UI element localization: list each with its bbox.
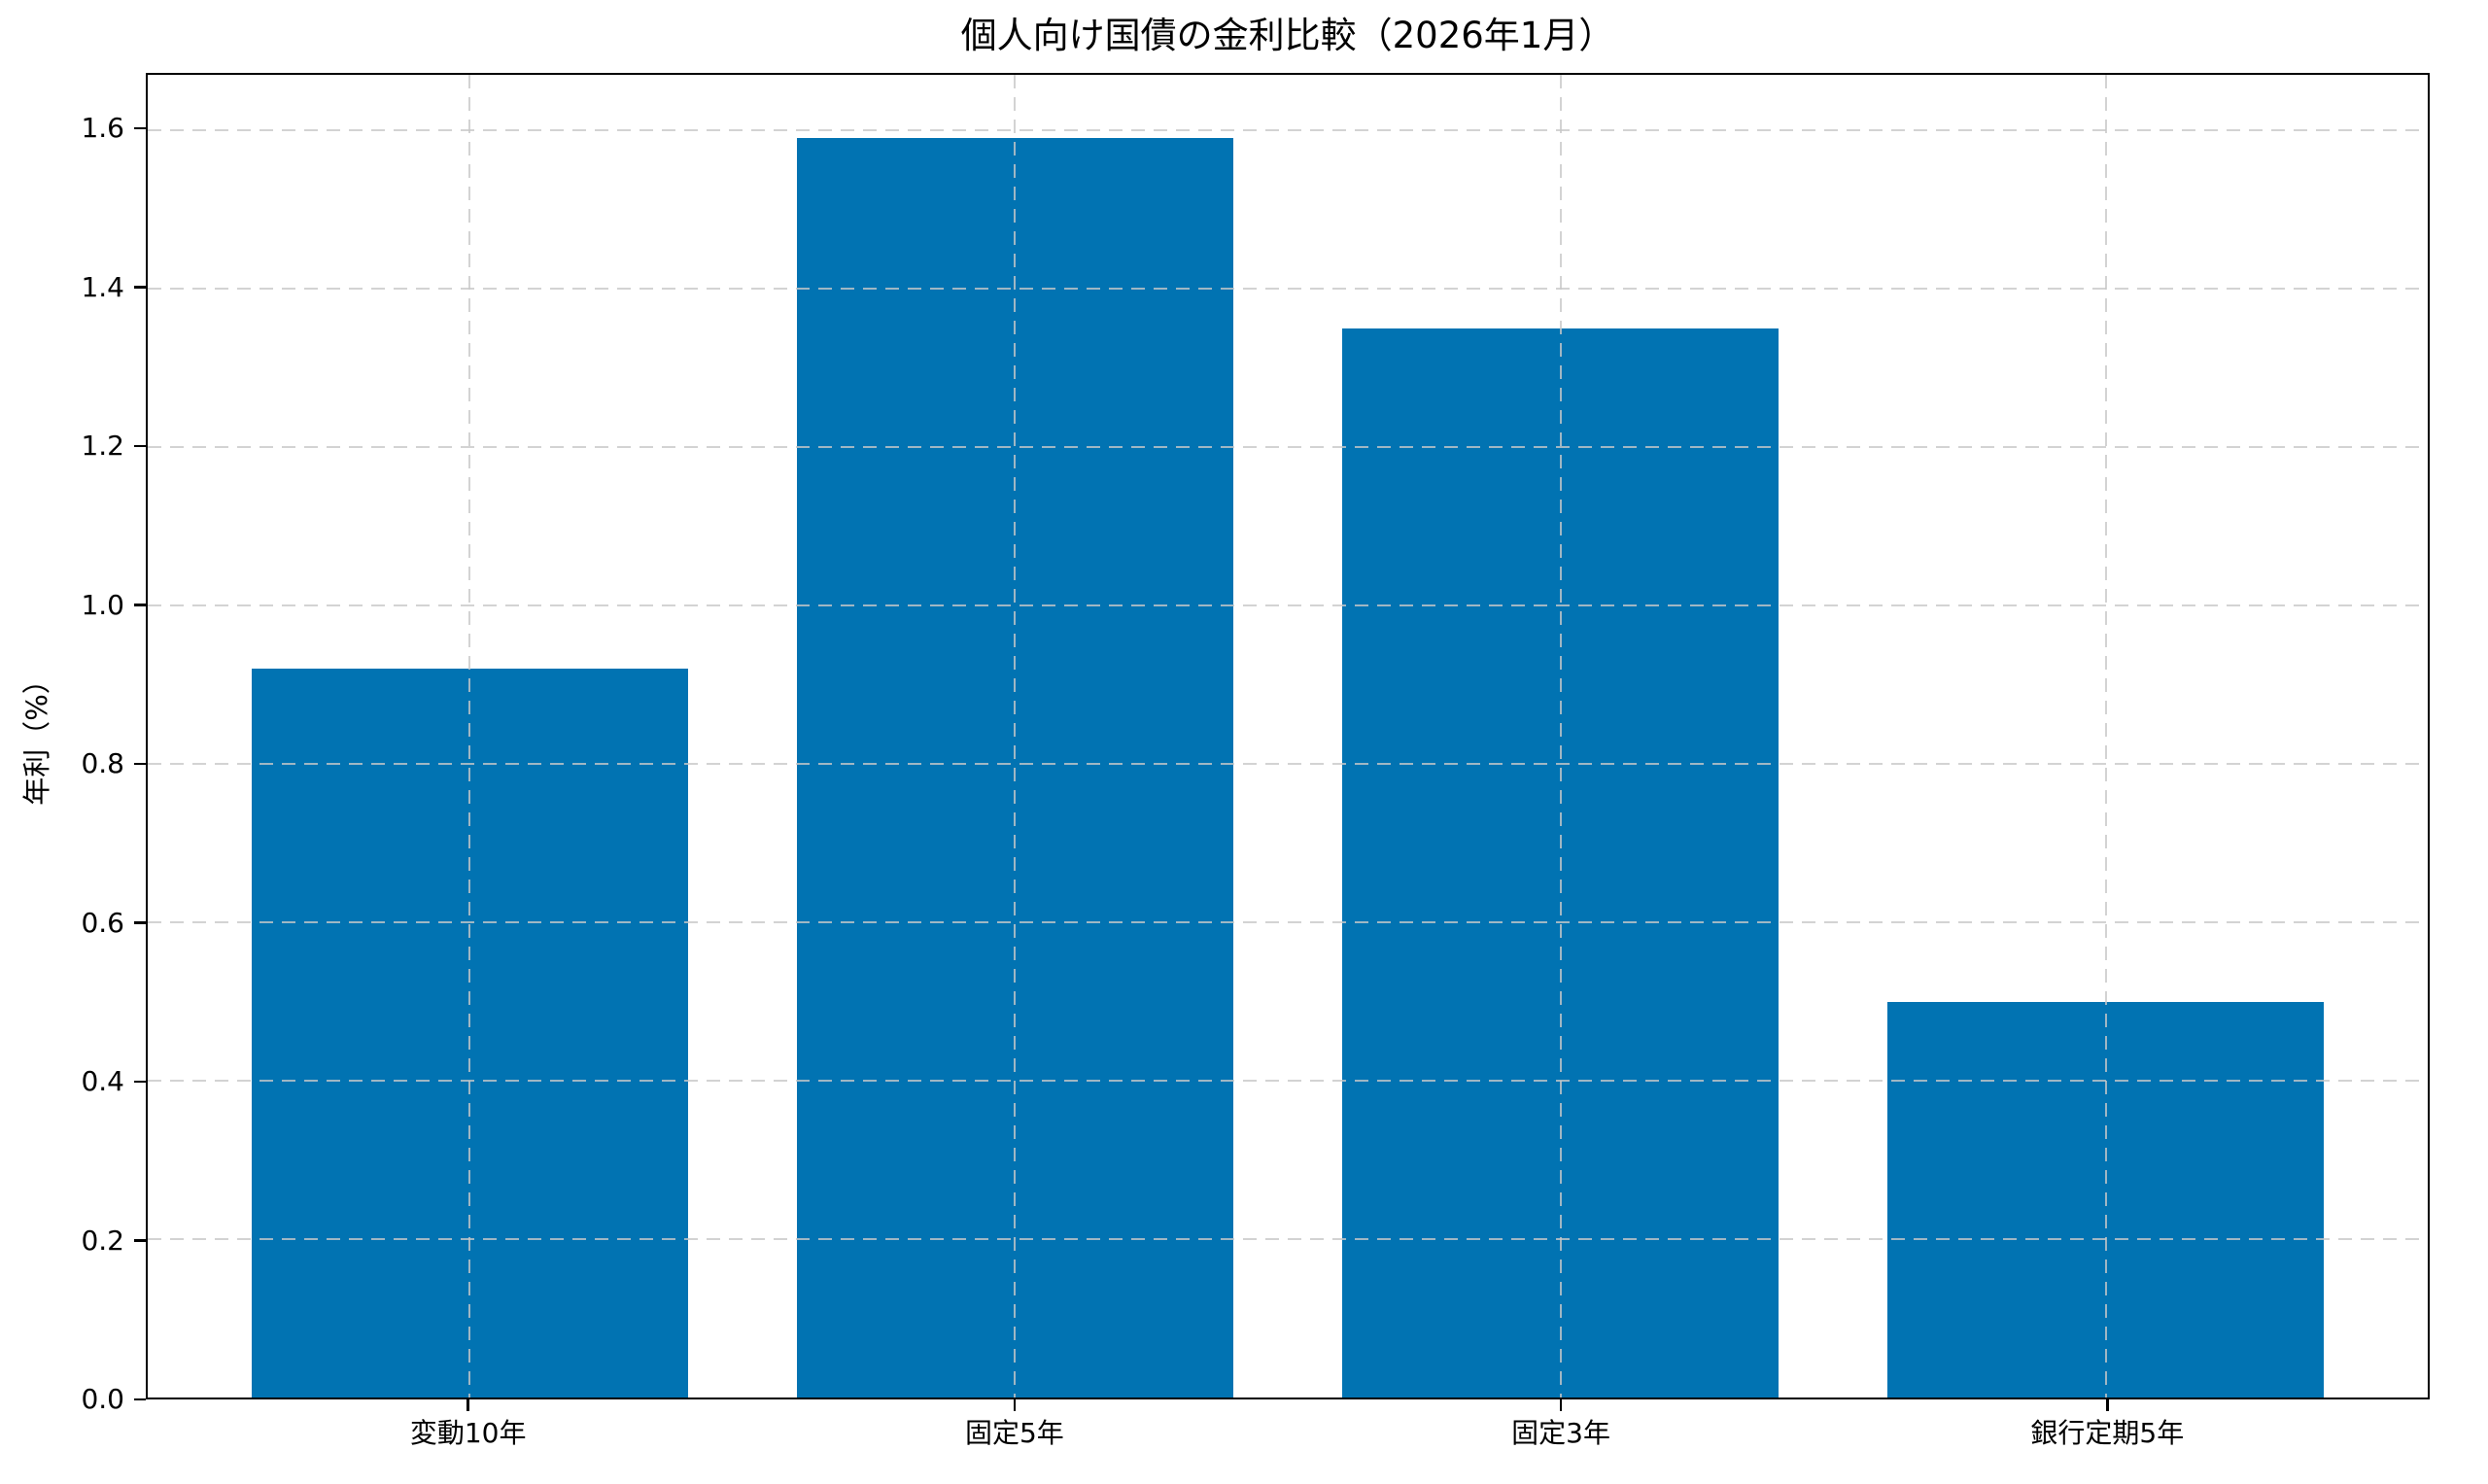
y-tick-label: 0.8 [81,747,124,780]
x-tick-mark [2106,1399,2109,1411]
x-tick-label: 銀行定期5年 [2030,1417,2185,1449]
y-tick-mark [134,126,146,130]
y-tick-label: 1.2 [81,430,124,463]
y-tick-mark [134,762,146,766]
y-gridline [148,1237,2428,1241]
plot-area [146,73,2430,1399]
y-tick-label: 0.4 [81,1065,124,1098]
y-gridline [148,445,2428,449]
y-tick-label: 0.0 [81,1383,124,1415]
y-gridline [148,604,2428,607]
y-tick-label: 0.2 [81,1224,124,1257]
y-tick-mark [134,1398,146,1401]
x-tick-mark [1013,1399,1017,1411]
y-tick-label: 1.4 [81,270,124,303]
y-tick-mark [134,1239,146,1242]
y-gridline [148,1079,2428,1083]
y-gridline [148,762,2428,766]
x-tick-label: 変動10年 [409,1417,527,1449]
y-tick-mark [134,921,146,924]
chart-title: 個人向け国債の金利比較（2026年1月） [960,15,1615,56]
x-gridline [1559,75,1562,1398]
y-tick-mark [134,1080,146,1084]
y-tick-mark [134,286,146,289]
x-tick-label: 固定3年 [1511,1417,1611,1449]
y-tick-label: 1.6 [81,112,124,145]
y-tick-mark [134,444,146,448]
y-axis-label: 年利（%） [20,666,53,806]
x-tick-mark [466,1399,469,1411]
x-gridline [468,75,471,1398]
y-tick-mark [134,604,146,606]
y-gridline [148,287,2428,291]
y-tick-label: 0.6 [81,906,124,939]
x-tick-label: 固定5年 [964,1417,1064,1449]
y-gridline [148,920,2428,924]
x-gridline [2104,75,2107,1398]
y-gridline [148,128,2428,132]
y-tick-label: 1.0 [81,588,124,621]
x-tick-mark [1559,1399,1563,1411]
x-gridline [1014,75,1017,1398]
